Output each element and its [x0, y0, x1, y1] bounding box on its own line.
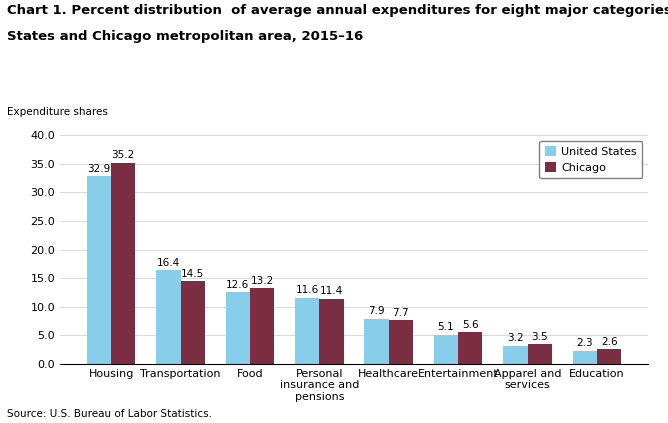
- Text: 5.1: 5.1: [438, 322, 454, 332]
- Bar: [458, 332, 482, 364]
- Text: 12.6: 12.6: [226, 280, 249, 290]
- Text: 2.3: 2.3: [576, 338, 593, 349]
- Bar: [111, 163, 136, 364]
- Bar: [503, 346, 528, 364]
- Text: Source: U.S. Bureau of Labor Statistics.: Source: U.S. Bureau of Labor Statistics.: [7, 409, 212, 419]
- Text: 2.6: 2.6: [601, 337, 617, 347]
- Text: 11.4: 11.4: [320, 286, 343, 297]
- Text: Chart 1. Percent distribution  of average annual expenditures for eight major ca: Chart 1. Percent distribution of average…: [7, 4, 668, 17]
- Bar: [319, 299, 343, 364]
- Text: 35.2: 35.2: [112, 151, 135, 160]
- Text: 14.5: 14.5: [181, 269, 204, 279]
- Bar: [597, 349, 621, 364]
- Text: 11.6: 11.6: [295, 285, 319, 295]
- Bar: [434, 335, 458, 364]
- Text: 32.9: 32.9: [88, 164, 111, 173]
- Text: 7.9: 7.9: [368, 306, 385, 316]
- Legend: United States, Chicago: United States, Chicago: [539, 141, 643, 179]
- Text: States and Chicago metropolitan area, 2015–16: States and Chicago metropolitan area, 20…: [7, 30, 363, 43]
- Bar: [528, 344, 552, 364]
- Bar: [365, 319, 389, 364]
- Text: 13.2: 13.2: [250, 276, 274, 286]
- Text: 3.5: 3.5: [531, 332, 548, 341]
- Bar: [389, 320, 413, 364]
- Bar: [87, 176, 111, 364]
- Bar: [180, 281, 205, 364]
- Text: 16.4: 16.4: [157, 258, 180, 268]
- Bar: [226, 292, 250, 364]
- Text: 5.6: 5.6: [462, 319, 478, 330]
- Bar: [250, 288, 275, 364]
- Bar: [572, 351, 597, 364]
- Text: 7.7: 7.7: [393, 308, 409, 318]
- Bar: [295, 297, 319, 364]
- Text: Expenditure shares: Expenditure shares: [7, 107, 108, 117]
- Bar: [156, 270, 180, 364]
- Text: 3.2: 3.2: [507, 333, 524, 343]
